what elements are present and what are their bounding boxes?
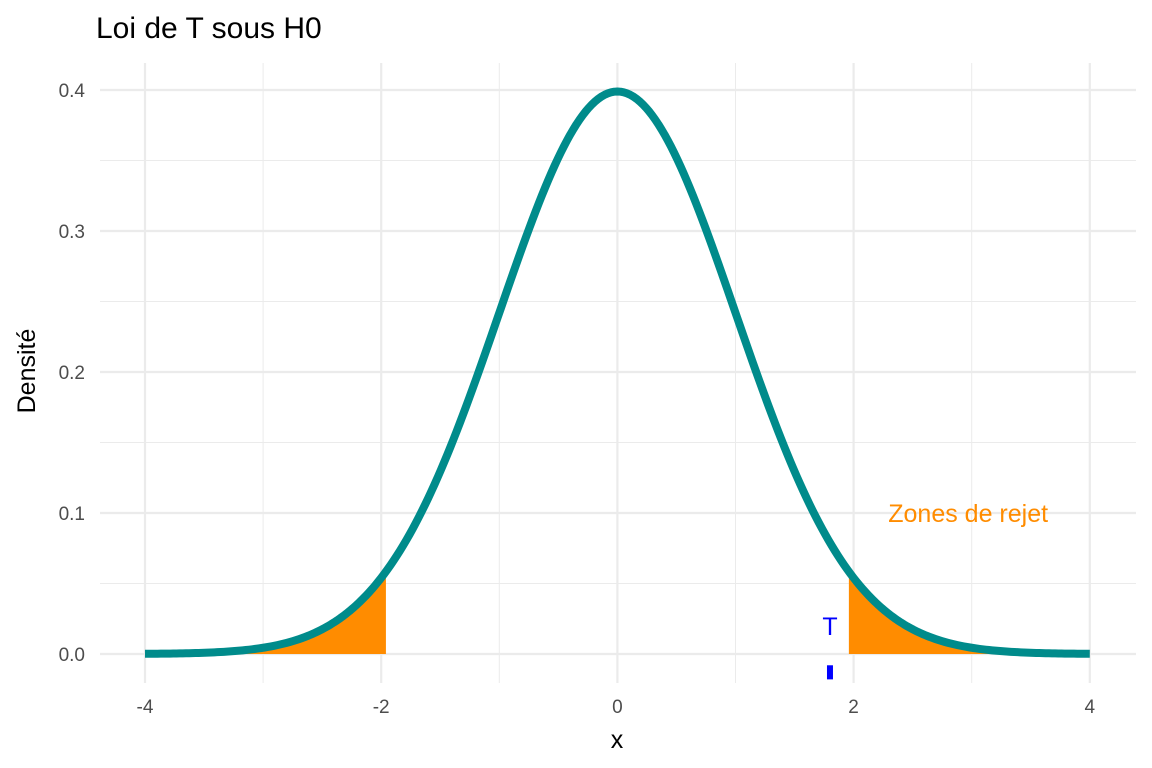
x-tick-label: -2 [373,697,390,718]
y-axis-title: Densité [13,329,41,414]
chart-title: Loi de T sous H0 [96,12,322,45]
rejection-areas [145,571,1090,654]
grid [100,63,1136,683]
statistic-label: T [822,613,837,641]
rejection-zones-label: Zones de rejet [888,500,1048,528]
x-tick-label: 4 [1085,697,1096,718]
tick-labels: -4 -2 0 2 4 0.0 0.1 0.2 0.3 0.4 [59,81,1096,718]
x-tick-label: -4 [137,697,154,718]
y-tick-label: 0.4 [59,81,86,102]
rejection-area-left [145,571,386,654]
density-curve-group [144,87,1091,658]
rejection-area-right [848,571,1090,654]
x-tick-label: 2 [848,697,859,718]
annotations: T Zones de rejet [822,500,1048,680]
y-tick-label: 0.1 [59,504,85,525]
y-tick-label: 0.3 [59,222,85,243]
y-tick-label: 0.2 [59,363,85,384]
y-tick-label: 0.0 [59,645,85,666]
density-curve [144,87,1091,658]
x-tick-label: 0 [612,697,623,718]
x-axis-title: x [611,726,624,754]
